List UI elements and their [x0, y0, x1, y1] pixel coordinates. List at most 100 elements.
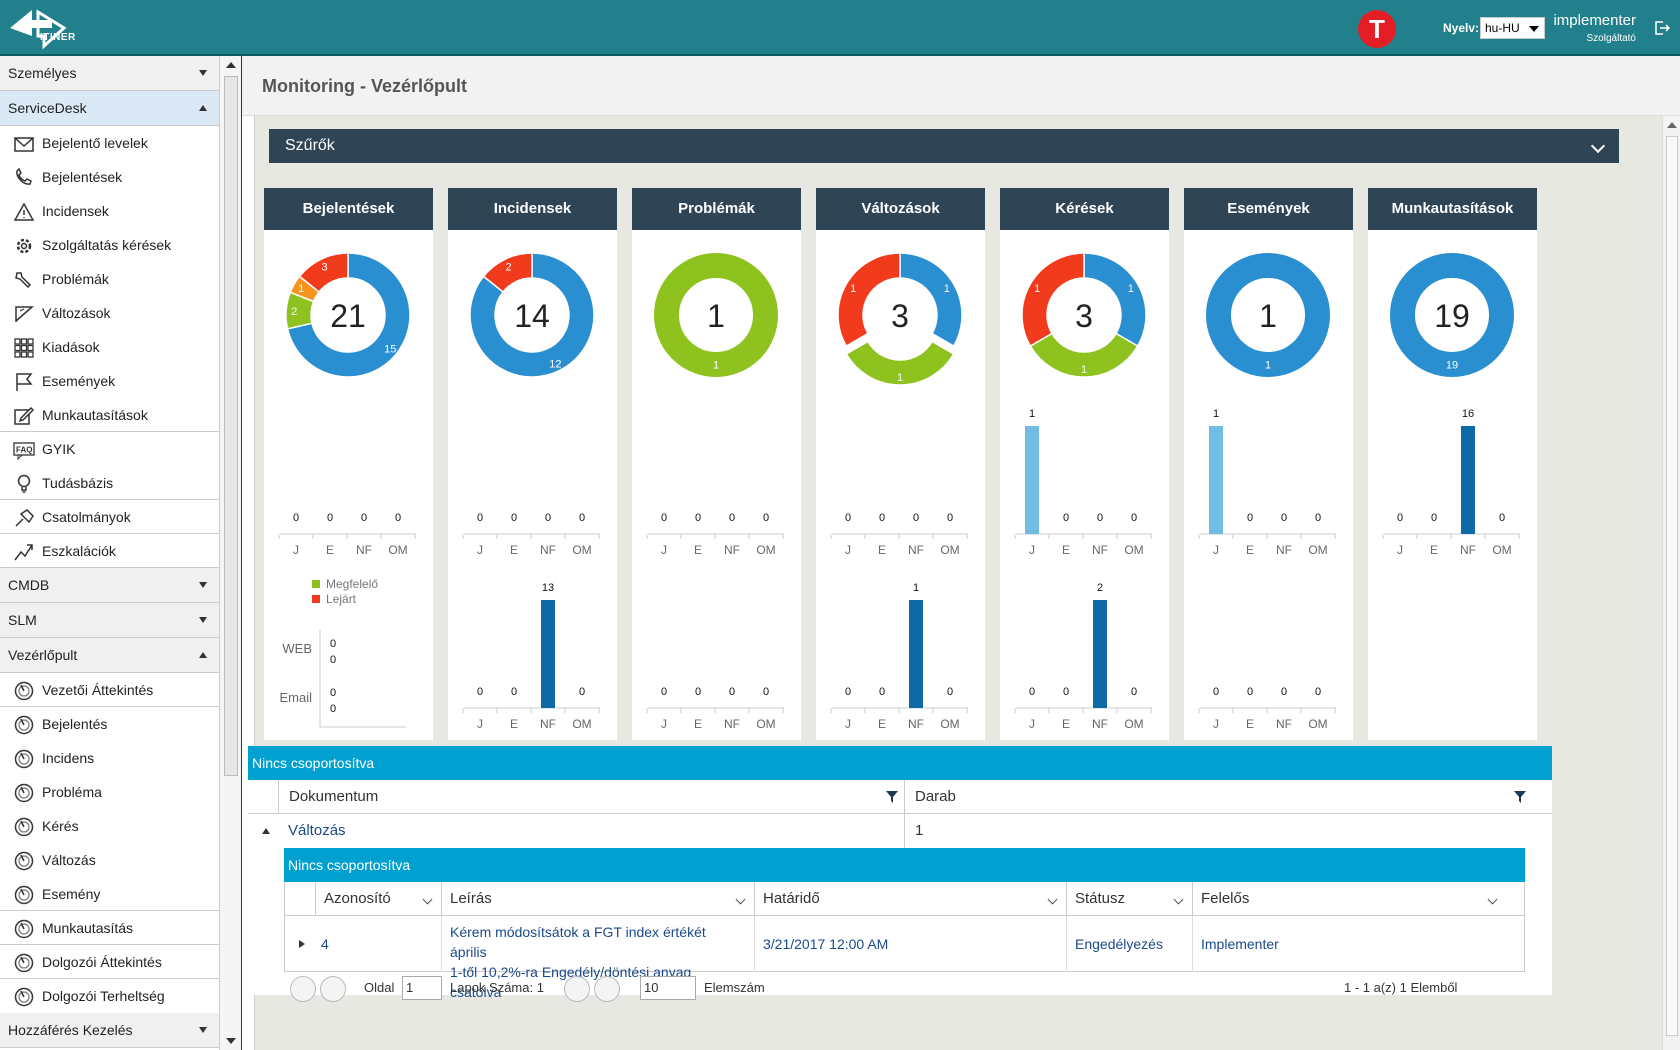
filter-icon[interactable]: [1514, 791, 1526, 803]
donut-segment[interactable]: [654, 253, 778, 377]
kpi-card[interactable]: Változások 1 1 1 3 0 J 0 E 0 NF 0 OM 0 J 0 E 1 NF 0 OM: [816, 188, 985, 740]
expand-row-icon[interactable]: [299, 940, 305, 948]
donut-segment[interactable]: [286, 252, 411, 378]
donut-segment[interactable]: [469, 252, 595, 378]
collapse-icon[interactable]: [262, 828, 270, 834]
chevron-down-icon[interactable]: [1487, 894, 1498, 905]
sidebar-scroll-thumb[interactable]: [224, 76, 238, 776]
scroll-up-icon[interactable]: [226, 62, 236, 68]
sidebar-item-dashboard[interactable]: Munkautasítás: [0, 911, 219, 945]
sidebar-item-szolgaltatas-keresek[interactable]: Szolgáltatás kérések: [0, 228, 219, 262]
donut-segment[interactable]: [899, 252, 963, 348]
donut-segment[interactable]: [837, 252, 901, 348]
donut-segment[interactable]: [298, 252, 349, 293]
sidebar-item-label: Változások: [42, 305, 111, 321]
bar[interactable]: [1461, 426, 1475, 534]
kpi-card[interactable]: Munkautasítások 19 19 0 J 0 E 16 NF 0 OM: [1368, 188, 1537, 740]
donut-segment[interactable]: [1021, 252, 1085, 348]
bar[interactable]: [541, 600, 555, 708]
chevron-down-icon[interactable]: [735, 894, 746, 905]
kpi-card[interactable]: Kérések 1 1 1 3 1 J 0 E 0 NF 0 OM 0 J 0 E 2 NF 0 OM: [1000, 188, 1169, 740]
kpi-card[interactable]: Incidensek 12 2 14 0 J 0 E 0 NF 0 OM 0 J 0 E 13 NF 0 OM: [448, 188, 617, 740]
logout-icon[interactable]: [1654, 20, 1670, 36]
grid-group-bar[interactable]: Nincs csoportosítva: [248, 746, 1552, 780]
main-scroll-thumb[interactable]: [1666, 136, 1678, 1036]
donut-segment[interactable]: [845, 340, 955, 386]
sidebar-item-incidensek[interactable]: Incidensek: [0, 194, 219, 228]
itiner-logo[interactable]: [8, 6, 70, 50]
kpi-card[interactable]: Események 1 1 1 J 0 E 0 NF 0 OM 0 J 0 E 0 NF 0 OM: [1184, 188, 1353, 740]
bar[interactable]: [909, 600, 923, 708]
sidebar-item-dashboard[interactable]: Vezetői Áttekintés: [0, 673, 219, 707]
sidebar-item-dashboard[interactable]: Dolgozói Áttekintés: [0, 945, 219, 979]
first-page-button[interactable]: [290, 976, 316, 1002]
user-name[interactable]: implementer: [1553, 12, 1636, 29]
main-scrollbar[interactable]: [1662, 116, 1680, 1050]
chevron-down-icon[interactable]: [1047, 894, 1058, 905]
dashboard-gauge-icon: [14, 885, 34, 905]
column-header-felelos[interactable]: Felelős: [1192, 882, 1506, 916]
sidebar-item-label: Eszkalációk: [42, 543, 116, 559]
sidebar-item-dashboard[interactable]: Bejelentés: [0, 707, 219, 741]
sidebar-item-dashboard[interactable]: Kérés: [0, 809, 219, 843]
nested-group-bar[interactable]: Nincs csoportosítva: [284, 848, 1525, 882]
filter-icon[interactable]: [886, 791, 898, 803]
sidebar-item-dashboard[interactable]: Incidens: [0, 741, 219, 775]
scroll-down-icon[interactable]: [226, 1038, 236, 1044]
chevron-down-icon: [199, 617, 207, 623]
user-avatar[interactable]: T: [1358, 10, 1396, 48]
donut-segment[interactable]: [1083, 252, 1147, 348]
sidebar-group-slm[interactable]: SLM: [0, 603, 219, 638]
next-page-button[interactable]: [564, 976, 590, 1002]
column-header-hatarido[interactable]: Határidő: [754, 882, 1066, 916]
sidebar-group-hozzaferes-kezeles[interactable]: Hozzáférés Kezelés: [0, 1013, 219, 1048]
column-header-dokumentum[interactable]: Dokumentum: [278, 780, 904, 814]
page-size-select[interactable]: 10: [640, 976, 696, 1000]
column-header-leiras[interactable]: Leírás: [441, 882, 754, 916]
chevron-down-icon[interactable]: [422, 894, 433, 905]
sidebar-item-bejelento-levelek[interactable]: Bejelentő levelek: [0, 126, 219, 160]
language-select[interactable]: hu-HU: [1480, 17, 1545, 39]
column-header-darab[interactable]: Darab: [904, 780, 1552, 814]
nested-table-row[interactable]: 4 Kérem módosítsátok a FGT index értékét…: [284, 916, 1525, 1000]
column-header-statusz[interactable]: Státusz: [1066, 882, 1192, 916]
sidebar-group-vezerlopult[interactable]: Vezérlőpult: [0, 638, 219, 673]
donut-segment[interactable]: [482, 252, 533, 293]
sidebar-item-csatolmanyok[interactable]: Csatolmányok: [0, 500, 219, 534]
table-row[interactable]: Változás 1: [248, 814, 1552, 848]
bar[interactable]: [1209, 426, 1223, 534]
donut-segment[interactable]: [1390, 253, 1514, 377]
prev-page-button[interactable]: [320, 976, 346, 1002]
sidebar-item-dashboard[interactable]: Változás: [0, 843, 219, 877]
donut-segment[interactable]: [1206, 253, 1330, 377]
sidebar-item-dashboard[interactable]: Probléma: [0, 775, 219, 809]
bar[interactable]: [1025, 426, 1039, 534]
sidebar-item-gyik[interactable]: FAQ GYIK: [0, 432, 219, 466]
chevron-down-icon[interactable]: [1173, 894, 1184, 905]
sidebar-item-dashboard[interactable]: Esemény: [0, 877, 219, 911]
sidebar-item-valtozasok[interactable]: Változások: [0, 296, 219, 330]
cell-description[interactable]: Kérem módosítsátok a FGT index értékét á…: [441, 916, 754, 1000]
kpi-card[interactable]: Problémák 1 1 0 J 0 E 0 NF 0 OM 0 J 0 E 0 NF 0 OM: [632, 188, 801, 740]
sidebar-item-problemak[interactable]: Problémák: [0, 262, 219, 296]
sidebar-scrollbar[interactable]: [220, 56, 242, 1050]
column-header-azonosito[interactable]: Azonosító: [315, 882, 441, 916]
sidebar-item-munkautasitasok[interactable]: Munkautasítások: [0, 398, 219, 432]
sidebar-group-szemelyes[interactable]: Személyes: [0, 56, 219, 91]
last-page-button[interactable]: [594, 976, 620, 1002]
sidebar-item-bejelentesek[interactable]: Bejelentések: [0, 160, 219, 194]
sidebar-item-dashboard[interactable]: Dolgozói Terheltség: [0, 979, 219, 1013]
sidebar-group-servicedesk[interactable]: ServiceDesk: [0, 91, 219, 126]
filters-panel-toggle[interactable]: Szűrők: [269, 129, 1619, 163]
bar[interactable]: [1093, 600, 1107, 708]
bar-category-label: NF: [1092, 717, 1108, 731]
sidebar-item-tudasbazis[interactable]: Tudásbázis: [0, 466, 219, 500]
kpi-card[interactable]: Bejelentések 15 2 1 3 21 0 J 0 E 0 NF 0 OM Megfelelő Le…: [264, 188, 433, 740]
svg-text:FAQ: FAQ: [16, 446, 32, 455]
sidebar-item-eszkalaciok[interactable]: Eszkalációk: [0, 534, 219, 568]
scroll-up-icon[interactable]: [1667, 122, 1677, 128]
sidebar-item-kiadasok[interactable]: Kiadások: [0, 330, 219, 364]
sidebar-group-cmdb[interactable]: CMDB: [0, 568, 219, 603]
page-input[interactable]: 1: [402, 976, 442, 1000]
sidebar-item-esemenyek[interactable]: Események: [0, 364, 219, 398]
